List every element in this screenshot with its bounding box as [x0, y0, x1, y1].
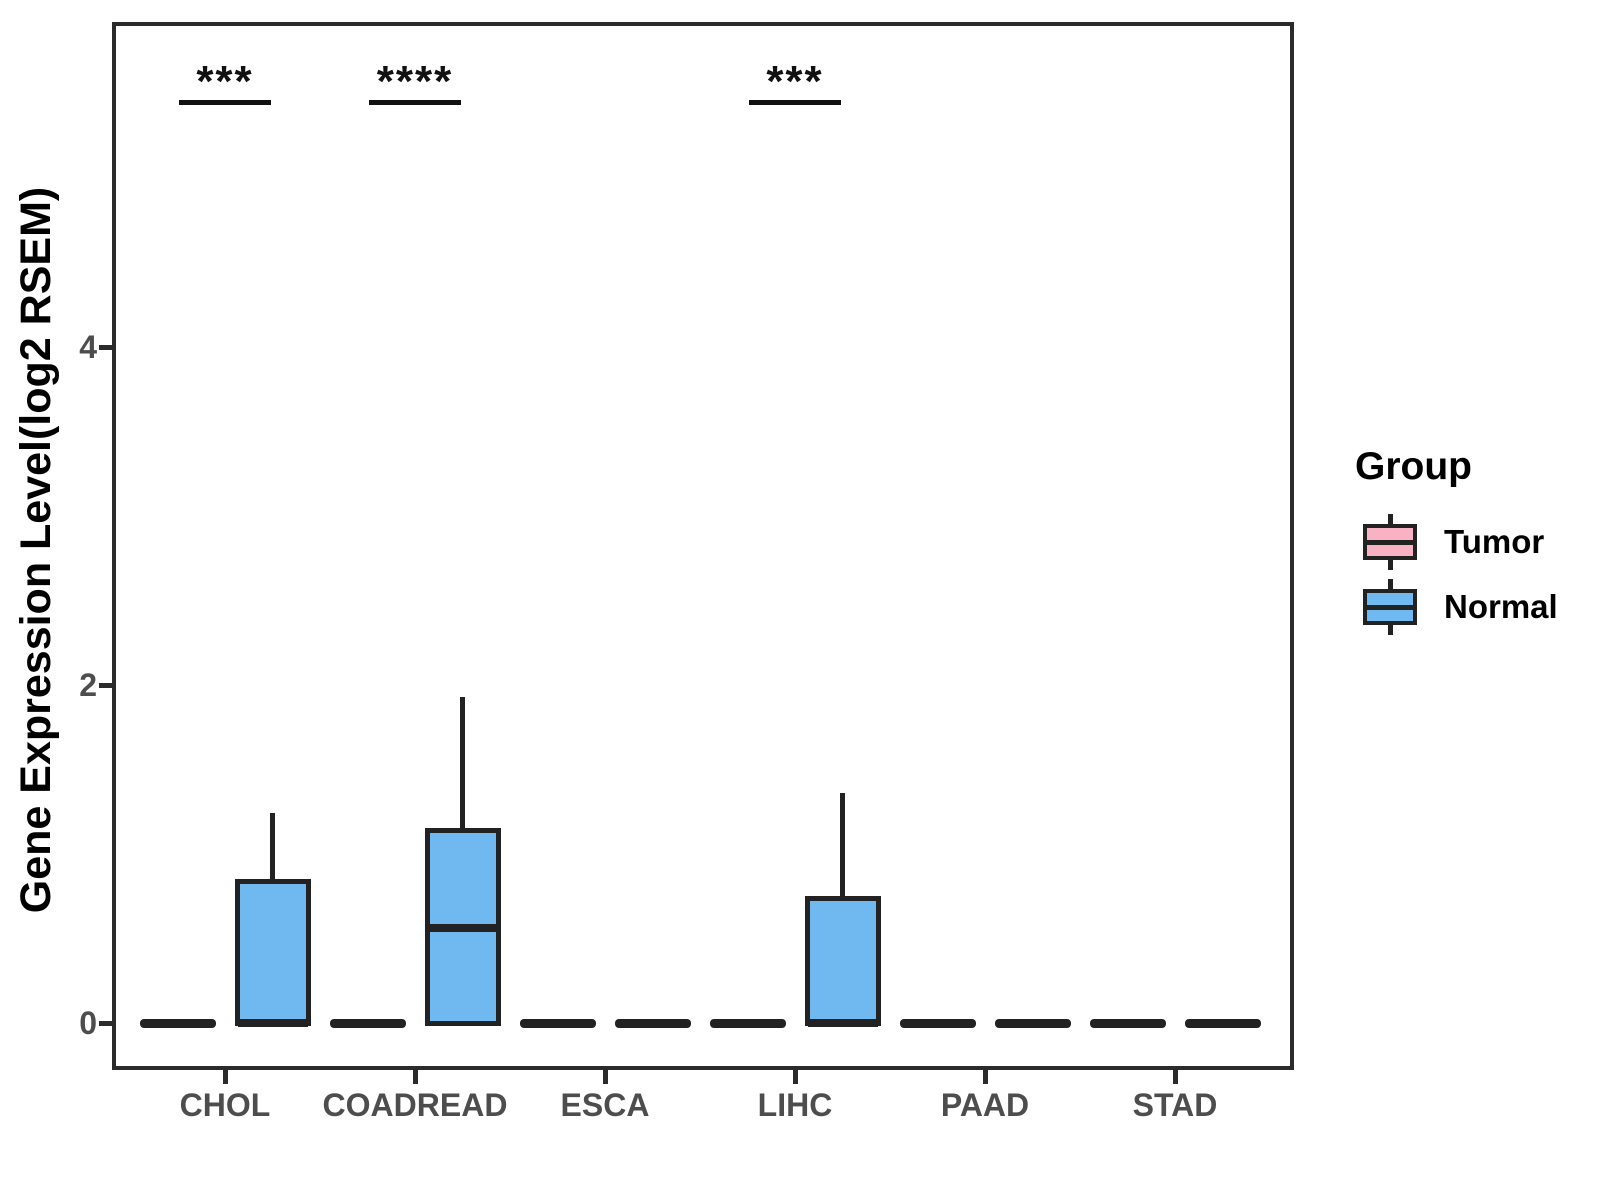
flat-box-tumor-lihc: [709, 1018, 786, 1028]
significance-bar-coadread: [369, 100, 461, 105]
key-lower-whisker: [1388, 625, 1393, 635]
significance-bar-chol: [179, 100, 271, 105]
boxplot-key-icon: [1363, 514, 1417, 570]
x-axis-category-label: PAAD: [940, 1087, 1030, 1123]
legend-label-normal: Normal: [1444, 588, 1558, 625]
legend-label-tumor: Tumor: [1444, 523, 1545, 560]
x-axis-category-label: COADREAD: [322, 1087, 508, 1123]
box-normal-chol: [234, 879, 311, 1026]
flat-box-tumor-stad: [1089, 1018, 1166, 1028]
significance-stars-chol: ***: [196, 57, 254, 106]
flat-box-normal-esca: [614, 1018, 691, 1028]
significance-stars-coadread: ****: [376, 57, 454, 106]
legend-item-normal: Normal: [1363, 579, 1558, 635]
whisker-normal-coadread: [460, 696, 465, 831]
legend: Group Tumor Normal: [1330, 444, 1558, 635]
x-axis-category-label: LIHC: [757, 1087, 833, 1123]
box-normal-lihc: [804, 895, 881, 1026]
key-median: [1367, 540, 1413, 545]
flat-box-tumor-paad: [899, 1018, 976, 1028]
y-tick-label: 4: [79, 329, 97, 365]
y-tick-mark: [99, 344, 112, 350]
key-upper-whisker: [1388, 514, 1393, 524]
x-tick-mark: [982, 1070, 988, 1084]
significance-stars-lihc: ***: [766, 57, 824, 106]
x-tick-mark: [1172, 1070, 1178, 1084]
y-tick-mark: [99, 682, 112, 688]
legend-item-tumor: Tumor: [1363, 514, 1558, 570]
y-tick-label: 0: [79, 1005, 97, 1041]
x-axis-category-label: ESCA: [560, 1087, 650, 1123]
y-axis-title: Gene Expression Level(log2 RSEM): [12, 186, 60, 914]
flat-box-normal-paad: [994, 1018, 1071, 1028]
boxplot-key-icon: [1363, 579, 1417, 635]
median-normal-coadread: [427, 924, 498, 933]
key-upper-whisker: [1388, 579, 1393, 589]
x-axis-category-label: CHOL: [179, 1087, 271, 1123]
key-median: [1367, 605, 1413, 610]
flat-box-tumor-coadread: [329, 1018, 406, 1028]
flat-box-tumor-chol: [139, 1018, 216, 1028]
key-lower-whisker: [1388, 560, 1393, 570]
significance-bar-lihc: [749, 100, 841, 105]
whisker-normal-lihc: [840, 793, 845, 898]
x-tick-mark: [792, 1070, 798, 1084]
flat-box-normal-stad: [1184, 1018, 1261, 1028]
x-axis-category-label: STAD: [1132, 1087, 1218, 1123]
y-tick-mark: [99, 1020, 112, 1026]
x-tick-mark: [602, 1070, 608, 1084]
y-tick-label: 2: [79, 667, 97, 703]
x-tick-mark: [412, 1070, 418, 1084]
flat-box-tumor-esca: [519, 1018, 596, 1028]
median-normal-chol: [237, 1019, 308, 1027]
legend-title: Group: [1355, 445, 1472, 488]
median-normal-lihc: [807, 1019, 878, 1027]
whisker-normal-chol: [270, 813, 275, 882]
x-tick-mark: [222, 1070, 228, 1084]
